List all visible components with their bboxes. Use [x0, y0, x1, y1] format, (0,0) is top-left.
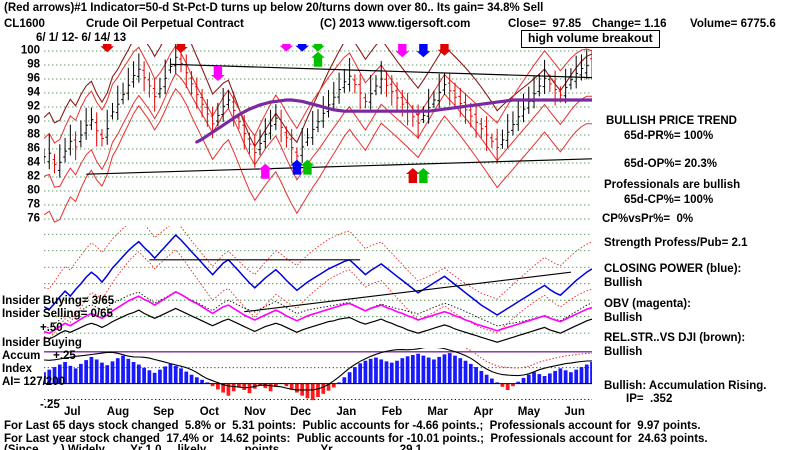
x-tick-jan: Jan [336, 406, 357, 418]
y-tick-100: 100 [20, 44, 40, 57]
date-range-label: 6/ 1/ 12- 6/ 14/ 13 [36, 32, 127, 44]
x-tick-sep: Sep [153, 406, 175, 418]
y-tick-92: 92 [27, 100, 40, 113]
footer-line-65day: For Last 65 days stock changed 5.8% or 5… [4, 420, 701, 432]
footer-summary: For Last 65 days stock changed 5.8% or 5… [4, 420, 800, 445]
ip-value: IP= .352 [626, 393, 673, 405]
insider-buying-label: Insider Buying= 3/65 [2, 295, 115, 307]
accum-index-title-1: Insider Buying [2, 337, 82, 349]
y-tick-96: 96 [27, 72, 40, 85]
copyright-label: (C) 2013 www.tigersoft.com [320, 18, 471, 30]
cp-vs-pr-value: CP%vsPr%= 0% [602, 213, 694, 225]
chart-plot-area [44, 44, 592, 404]
x-tick-may: May [517, 406, 541, 418]
change-label: Change= 1.16 [592, 18, 667, 30]
x-tick-dec: Dec [290, 406, 312, 418]
y-tick-94: 94 [27, 86, 40, 99]
insider-selling-label: Insider Selling= 0/65 [2, 308, 113, 320]
accum-index-title-3: Index [2, 363, 33, 375]
bullish-price-trend-title: BULLISH PRICE TREND [606, 115, 737, 127]
symbol-label: CL1600 [4, 18, 45, 30]
close-price-label: Close= 97.85 [508, 18, 582, 30]
y-tick-84: 84 [27, 156, 40, 169]
high-volume-breakout-annotation: high volume breakout [521, 30, 660, 48]
y-tick-82: 82 [27, 170, 40, 183]
price-y-axis: 100 98 96 94 92 90 88 86 84 82 80 78 76 [0, 44, 40, 226]
cp-pct-value: 65d-CP%= 100% [624, 194, 714, 206]
strength-prof-pub-value: Strength Profess/Pub= 2.1 [604, 237, 748, 249]
obv-value: Bullish [604, 312, 643, 324]
contract-name-label: Crude Oil Perpetual Contract [86, 18, 244, 30]
x-tick-nov: Nov [244, 406, 266, 418]
x-tick-mar: Mar [427, 406, 448, 418]
y-tick-76: 76 [27, 212, 40, 225]
volume-label: Volume= 6775.6 [690, 18, 776, 30]
x-tick-feb: Feb [381, 406, 403, 418]
op-pct-value: 65d-OP%= 20.3% [624, 158, 718, 170]
accum-index-ai-value: AI= 127/200 [2, 376, 65, 388]
x-tick-aug: Aug [106, 406, 130, 418]
footer-line-clipped: (Since ...) Widely Yr 1.0 ... likely ...… [4, 444, 435, 450]
y-tick-90: 90 [27, 114, 40, 127]
accum-scale-minus-25: -.25 [40, 399, 60, 411]
month-x-axis: Jul Aug Sep Oct Nov Dec Jan Feb Mar Apr May Jun [44, 406, 592, 420]
y-tick-86: 86 [27, 142, 40, 155]
y-tick-78: 78 [27, 198, 40, 211]
accum-scale-plus-50: +.50 [40, 322, 63, 334]
rel-str-title: REL.STR..VS DJI (brown): [604, 332, 746, 344]
rel-str-value: Bullish [604, 346, 643, 358]
professionals-bullish-label: Professionals are bullish [604, 179, 741, 191]
price-panel [44, 44, 592, 226]
obv-title: OBV (magenta): [604, 298, 691, 310]
indicator-panel [44, 226, 592, 348]
x-tick-jun: Jun [564, 406, 585, 418]
accum-index-title-2: Accum +.25 [2, 350, 76, 362]
footer-line-year: For Last year stock changed 17.4% or 14.… [4, 432, 708, 445]
x-tick-oct: Oct [199, 406, 219, 418]
x-tick-jul: Jul [64, 406, 81, 418]
indicator-headline: (Red arrows)#1 Indicator=50-d St-Pct-D t… [4, 2, 544, 14]
x-tick-apr: Apr [473, 406, 494, 418]
closing-power-value: Bullish [604, 277, 643, 289]
accumulation-panel [44, 348, 592, 404]
accumulation-title: Bullish: Accumulation Rising. [604, 380, 767, 392]
y-tick-80: 80 [27, 184, 40, 197]
closing-power-title: CLOSING POWER (blue): [604, 263, 742, 275]
footer-line-clipped-wrap: (Since ...) Widely Yr 1.0 ... likely ...… [4, 444, 704, 450]
pr-pct-value: 65d-PR%= 100% [624, 130, 714, 142]
y-tick-98: 98 [27, 58, 40, 71]
y-tick-88: 88 [27, 128, 40, 141]
